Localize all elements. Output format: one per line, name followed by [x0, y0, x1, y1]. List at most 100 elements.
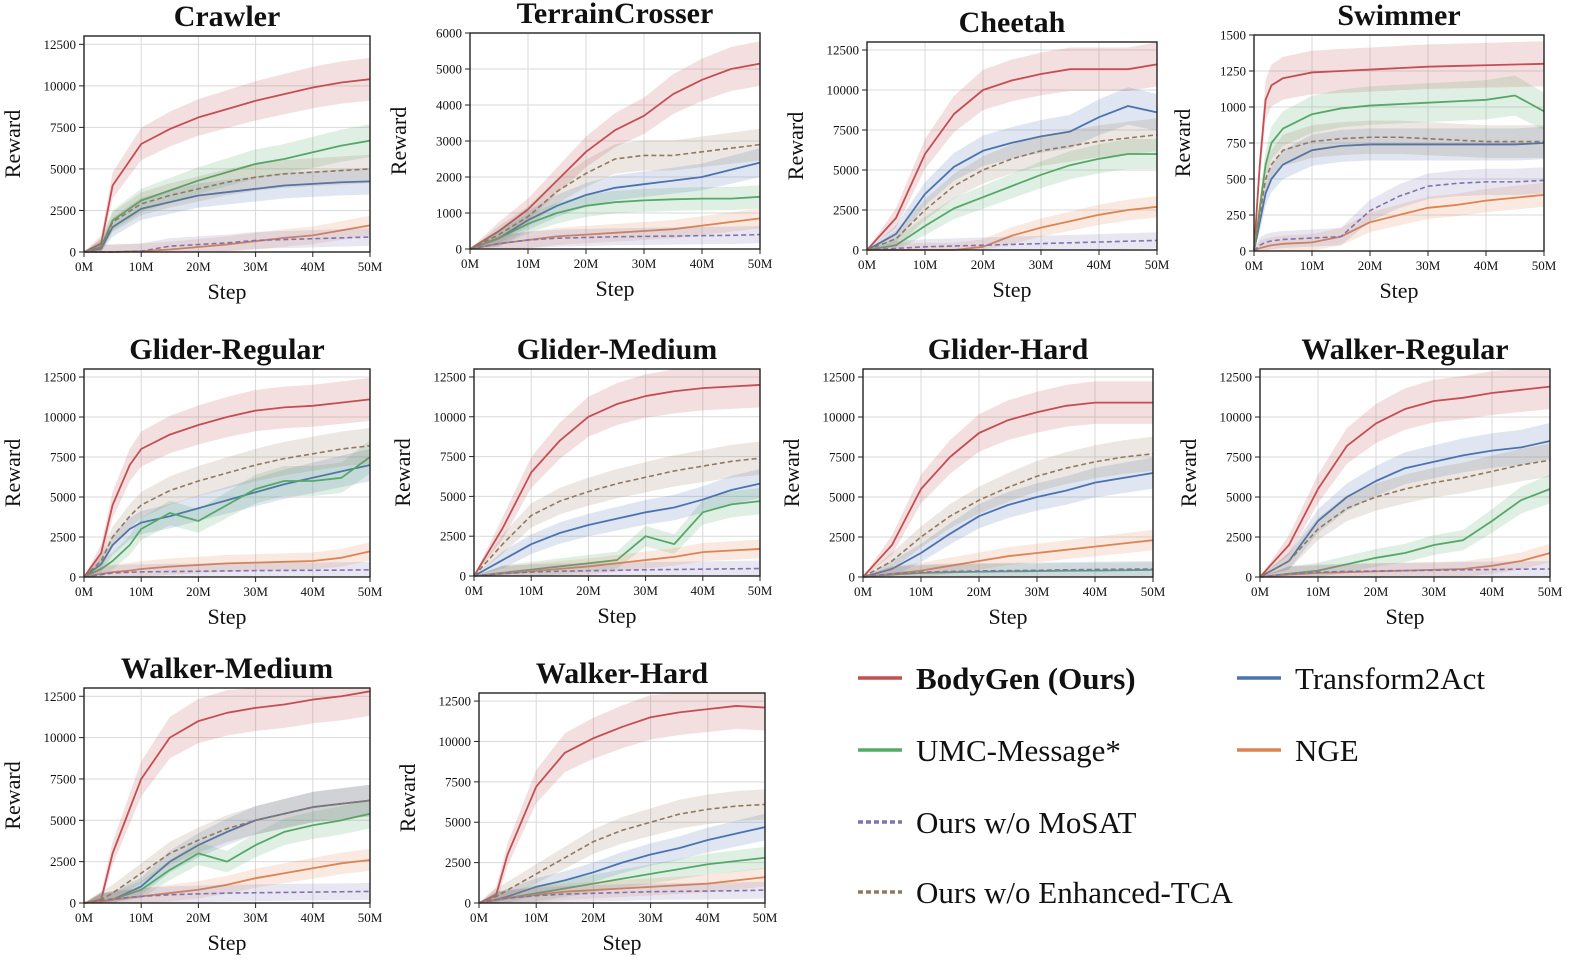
y-tick-label: 7500	[50, 450, 76, 465]
x-tick-label: 40M	[301, 259, 326, 274]
series-ours-w-o-enhanced-tca	[83, 168, 371, 253]
y-tick-label: 2500	[445, 855, 471, 870]
plot-frame	[469, 32, 761, 250]
y-tick-label: 12500	[439, 694, 472, 709]
x-axis-label: Step	[207, 604, 246, 629]
band-bodygen-ours	[470, 41, 760, 249]
x-tick-label: 30M	[633, 583, 658, 598]
series-transform2act	[473, 482, 761, 577]
legend: BodyGen (Ours) Transform2Act UMC-Message* N…	[858, 661, 1485, 910]
band-ours-w-o-enhanced-tca	[84, 428, 370, 577]
series-bodygen-ours	[83, 690, 371, 904]
x-tick-label: 50M	[358, 910, 383, 925]
band-ours-w-o-enhanced-tca	[863, 436, 1153, 577]
series-bodygen-ours	[1253, 62, 1545, 252]
series-ours-w-o-mosat	[469, 233, 761, 250]
y-tick-label: 12500	[827, 43, 860, 58]
y-axis-label: Reward	[390, 438, 415, 506]
x-tick-label: 20M	[186, 910, 211, 925]
band-transform2act	[1260, 422, 1550, 577]
series-nge	[83, 859, 371, 904]
y-tick-label: 5000	[833, 163, 859, 178]
series-bodygen-ours	[83, 398, 371, 578]
x-axis-label: Step	[595, 276, 634, 301]
x-tick-label: 0M	[854, 584, 873, 599]
plot-frame	[83, 687, 371, 904]
x-tick-label: 30M	[638, 910, 663, 925]
x-tick-label: 20M	[581, 910, 606, 925]
series-ours-w-o-mosat	[862, 568, 1154, 578]
y-tick-label: 12500	[823, 370, 856, 385]
x-tick-label: 20M	[1358, 258, 1383, 273]
y-tick-label: 2500	[50, 854, 76, 869]
x-tick-label: 10M	[1300, 258, 1325, 273]
chart-title: Crawler	[174, 0, 281, 33]
series-ours-w-o-enhanced-tca	[1253, 136, 1544, 252]
plot-frame	[866, 41, 1158, 251]
y-tick-label: 10000	[44, 410, 77, 425]
band-nge	[863, 529, 1153, 577]
x-tick-label: 40M	[696, 910, 721, 925]
x-tick-label: 0M	[75, 584, 94, 599]
y-tick-label: 2500	[440, 529, 466, 544]
y-tick-label: 5000	[440, 489, 466, 504]
series-ours-w-o-enhanced-tca	[478, 803, 766, 904]
band-ours-w-o-mosat	[84, 882, 370, 903]
series-transform2act	[83, 464, 371, 578]
x-axis-label: Step	[602, 930, 641, 955]
y-tick-label: 5000	[50, 813, 76, 828]
y-tick-label: 10000	[44, 730, 77, 745]
y-tick-label: 5000	[436, 62, 462, 77]
band-umc-message	[1260, 474, 1550, 577]
y-tick-label: 7500	[829, 450, 855, 465]
y-tick-label: 1250	[1220, 64, 1246, 79]
chart-crawler: Crawler 0M 10M 20M 30M 40M 50M 0 2500 5000 7500 100…	[0, 0, 383, 304]
chart-swimmer: Swimmer 0M 10M 20M 30M 40M 50M 0 250 500 750 1000 12…	[1170, 0, 1557, 303]
legend-item-nge: NGE	[1237, 733, 1359, 768]
y-axis-label: Reward	[395, 764, 420, 832]
band-transform2act	[867, 87, 1157, 250]
y-tick-label: 4000	[436, 98, 462, 113]
band-umc-message	[474, 487, 760, 576]
y-axis-label: Reward	[1176, 439, 1201, 507]
chart-walker-hard: Walker-Hard 0M 10M 20M 30M 40M 50M 0 2500 5000 750…	[395, 657, 778, 955]
x-tick-label: 0M	[75, 259, 94, 274]
y-axis-label: Reward	[783, 112, 808, 180]
band-transform2act	[474, 469, 760, 576]
series-ours-w-o-mosat	[1259, 568, 1551, 578]
series-ours-w-o-enhanced-tca	[866, 134, 1158, 251]
y-tick-label: 7500	[445, 774, 471, 789]
x-tick-label: 0M	[75, 910, 94, 925]
y-tick-label: 2500	[50, 530, 76, 545]
plot-frame	[1253, 34, 1545, 252]
band-bodygen-ours	[84, 377, 370, 577]
y-tick-label: 0	[1246, 570, 1253, 585]
band-transform2act	[470, 148, 760, 249]
band-ours-w-o-mosat	[1254, 167, 1544, 251]
y-tick-label: 0	[1240, 244, 1247, 259]
y-tick-label: 7500	[833, 123, 859, 138]
y-tick-label: 12500	[44, 370, 77, 385]
band-nge	[1254, 182, 1544, 251]
y-tick-label: 6000	[436, 26, 462, 41]
chart-title: Glider-Hard	[928, 333, 1089, 366]
x-axis-label: Step	[992, 277, 1031, 302]
x-tick-label: 0M	[1251, 584, 1270, 599]
series-umc-message	[473, 500, 761, 577]
band-bodygen-ours	[84, 57, 370, 252]
y-axis-label: Reward	[386, 107, 411, 175]
x-tick-label: 10M	[524, 910, 549, 925]
x-tick-label: 30M	[1416, 258, 1441, 273]
x-tick-label: 30M	[243, 259, 268, 274]
x-tick-label: 50M	[1532, 258, 1557, 273]
x-axis-label: Step	[988, 604, 1027, 629]
band-bodygen-ours	[867, 42, 1157, 250]
series-bodygen-ours	[473, 384, 761, 577]
chart-title: Swimmer	[1337, 0, 1460, 32]
band-transform2act	[1254, 126, 1544, 251]
band-umc-message	[867, 139, 1157, 250]
band-ours-w-o-enhanced-tca	[84, 154, 370, 252]
y-tick-label: 5000	[829, 490, 855, 505]
x-tick-label: 40M	[690, 256, 715, 271]
x-tick-label: 10M	[913, 257, 938, 272]
